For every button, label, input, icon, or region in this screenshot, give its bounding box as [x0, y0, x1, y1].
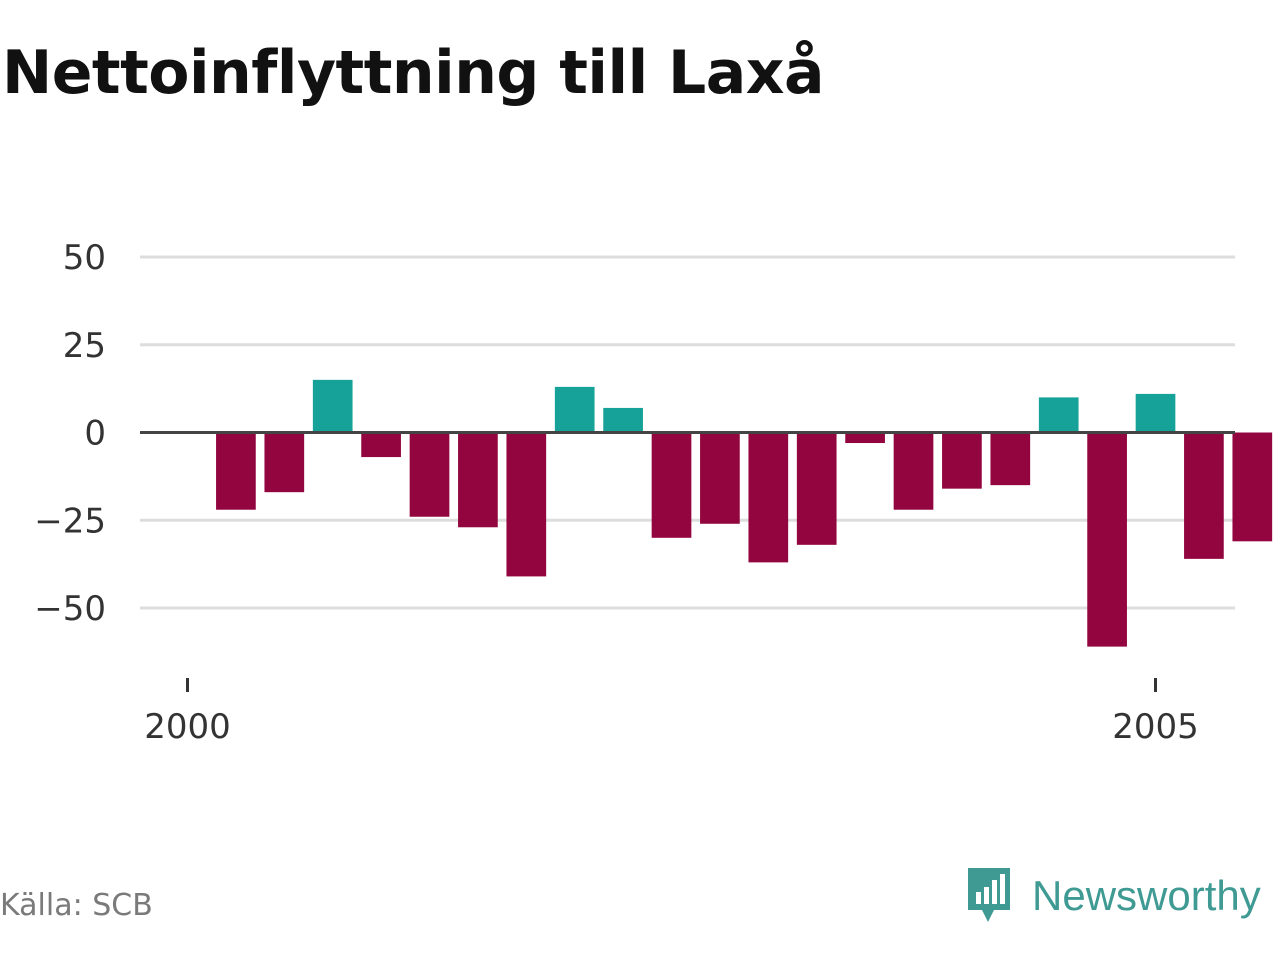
y-tick-label: −25	[34, 501, 106, 541]
bar	[264, 432, 305, 493]
chart-title: Nettoinflyttning till Laxå	[2, 38, 824, 108]
bar	[216, 432, 256, 510]
bar	[361, 432, 401, 458]
bar	[506, 432, 547, 577]
bar	[1135, 393, 1176, 433]
bar	[458, 432, 498, 528]
bar	[1232, 432, 1273, 542]
bar	[1087, 432, 1127, 647]
brand-name: Newsworthy	[1032, 872, 1261, 919]
source-note: Källa: SCB	[0, 888, 153, 923]
bars	[216, 379, 1273, 647]
bar	[554, 386, 595, 433]
bar	[409, 432, 450, 517]
x-tick-label: 2000	[144, 707, 231, 747]
x-tick-label: 2005	[1112, 707, 1199, 747]
bar	[796, 432, 837, 545]
bar	[603, 407, 643, 433]
brand: Newsworthy	[964, 866, 1261, 926]
bar	[700, 432, 740, 524]
bar	[651, 432, 692, 538]
x-axis-ticks: 200020052010201520202025	[144, 678, 1199, 747]
bar	[748, 432, 789, 563]
bar	[1184, 432, 1224, 559]
y-tick-label: 0	[84, 414, 106, 454]
bar	[942, 432, 982, 489]
y-axis-ticks: 50 25 0 −25 −50	[34, 238, 106, 629]
bar	[990, 432, 1031, 486]
y-tick-label: 50	[63, 238, 106, 278]
newsworthy-logo-icon	[968, 868, 1010, 922]
bar	[845, 432, 885, 444]
bar	[1038, 397, 1079, 433]
y-tick-label: 25	[63, 326, 106, 366]
y-tick-label: −50	[34, 589, 106, 629]
bar	[893, 432, 934, 510]
bar	[312, 379, 353, 433]
